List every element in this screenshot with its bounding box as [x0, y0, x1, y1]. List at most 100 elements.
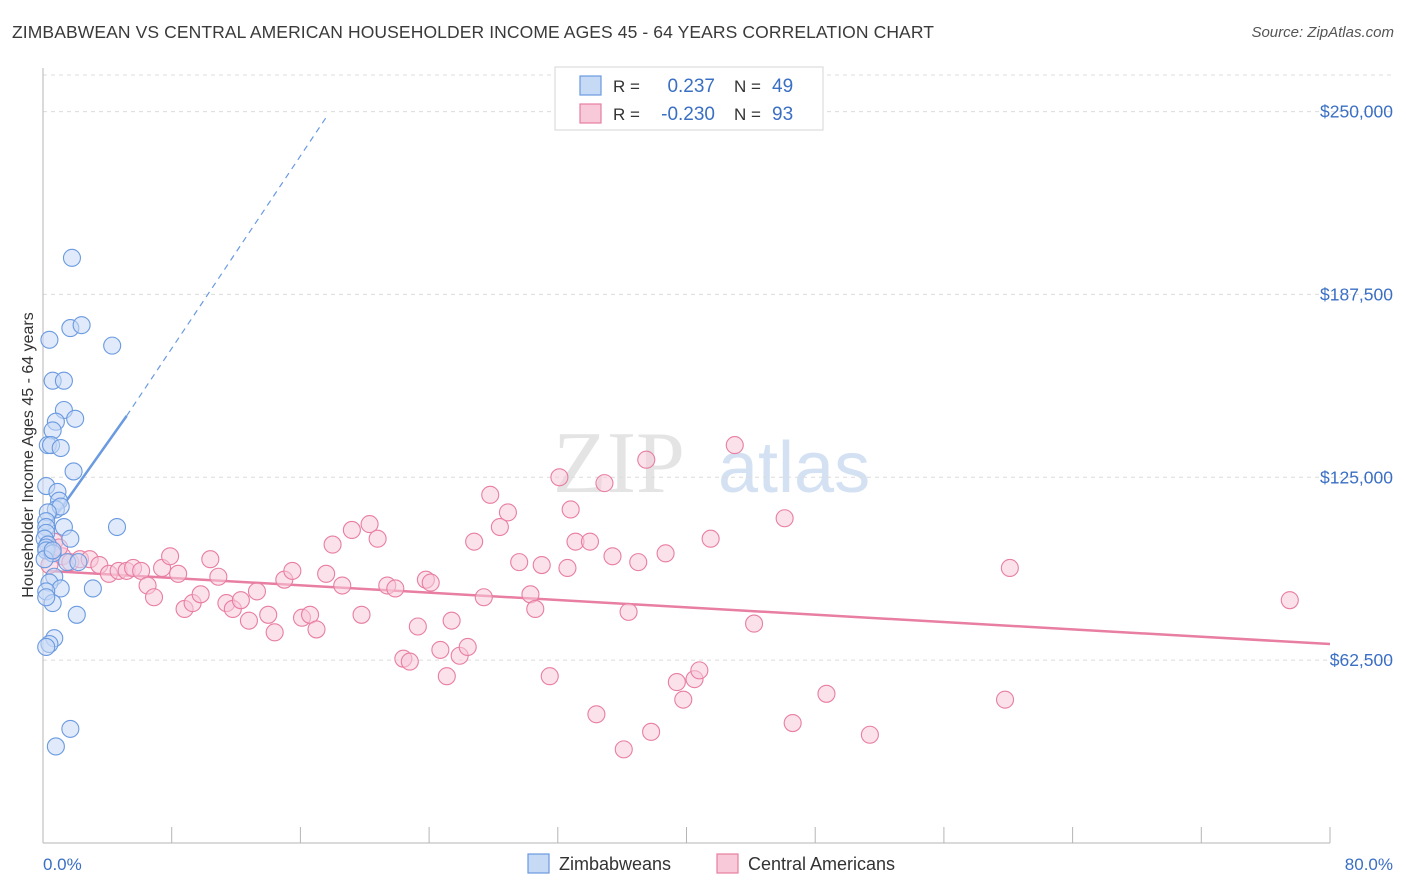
- data-point-central-americans: [239, 611, 258, 630]
- legend-swatch-central-americans: [579, 103, 602, 124]
- data-point-zimbabweans: [62, 248, 82, 267]
- data-point-zimbabweans: [72, 316, 91, 335]
- data-point-central-americans: [474, 588, 493, 607]
- data-point-central-americans: [498, 503, 517, 522]
- data-point-central-americans: [587, 705, 606, 724]
- x-tick-label-min: 0.0%: [43, 855, 82, 874]
- y-tick-label: $187,500: [1320, 284, 1393, 304]
- data-point-zimbabweans: [40, 330, 59, 349]
- data-point-central-americans: [701, 529, 720, 548]
- data-points: [35, 248, 1299, 759]
- data-point-central-americans: [191, 585, 210, 604]
- data-point-zimbabweans: [37, 588, 56, 607]
- data-point-central-americans: [442, 611, 461, 630]
- axes: [42, 68, 1331, 844]
- data-point-central-americans: [561, 500, 580, 519]
- data-point-central-americans: [1000, 558, 1019, 578]
- data-point-central-americans: [690, 661, 709, 680]
- data-point-central-americans: [352, 605, 371, 624]
- chart-source: Source: ZipAtlas.com: [1251, 24, 1394, 41]
- data-point-central-americans: [283, 561, 302, 580]
- data-point-zimbabweans: [43, 541, 62, 560]
- data-point-central-americans: [400, 652, 419, 671]
- data-point-central-americans: [317, 564, 336, 583]
- data-point-central-americans: [481, 485, 500, 504]
- x-tick-label-max: 80.0%: [1345, 855, 1393, 874]
- data-point-central-americans: [783, 713, 802, 733]
- data-point-central-americans: [431, 640, 450, 659]
- data-point-central-americans: [408, 617, 427, 636]
- data-point-central-americans: [637, 450, 656, 469]
- watermark-zip: ZIP: [553, 415, 685, 512]
- data-point-central-americans: [458, 637, 477, 657]
- y-tick-label: $125,000: [1320, 467, 1393, 487]
- data-point-central-americans: [603, 547, 622, 566]
- legend-n-value-central-americans: 93: [772, 104, 793, 125]
- data-point-zimbabweans: [37, 637, 56, 657]
- data-point-central-americans: [667, 673, 686, 692]
- data-point-central-americans: [510, 553, 529, 572]
- series-legend: Zimbabweans Central Americans: [527, 853, 895, 874]
- data-point-central-americans: [259, 605, 278, 624]
- data-point-central-americans: [540, 667, 559, 686]
- data-point-central-americans: [490, 517, 509, 537]
- y-tick-label: $250,000: [1320, 102, 1393, 122]
- data-point-zimbabweans: [69, 553, 88, 572]
- legend-n-value-zimbabweans: 49: [772, 76, 793, 97]
- y-axis-title: Householder Income Ages 45 - 64 years: [20, 312, 37, 598]
- data-point-central-americans: [209, 567, 228, 586]
- data-point-central-americans: [161, 547, 180, 566]
- data-point-central-americans: [725, 436, 744, 455]
- data-point-central-americans: [580, 532, 600, 551]
- data-point-central-americans: [817, 684, 836, 703]
- data-point-zimbabweans: [61, 719, 80, 738]
- data-point-central-americans: [323, 535, 342, 554]
- trend-line-1: [47, 569, 1331, 646]
- data-point-central-americans: [342, 520, 361, 539]
- data-point-zimbabweans: [107, 517, 127, 537]
- data-point-central-americans: [265, 623, 284, 642]
- legend-r-value-central-americans: -0.230: [661, 104, 715, 125]
- data-point-central-americans: [201, 550, 220, 569]
- data-point-central-americans: [437, 667, 456, 686]
- data-point-central-americans: [674, 690, 693, 709]
- data-point-central-americans: [421, 573, 440, 592]
- data-point-central-americans: [144, 588, 164, 607]
- legend-n-label: N =: [734, 77, 761, 96]
- data-point-central-americans: [595, 474, 614, 493]
- data-point-zimbabweans: [61, 529, 80, 548]
- data-point-zimbabweans: [83, 579, 102, 598]
- data-point-zimbabweans: [66, 409, 85, 428]
- legend-r-value-zimbabweans: 0.237: [667, 76, 715, 97]
- trend-line-extension-0: [126, 117, 327, 417]
- trend-lines: [46, 117, 1331, 646]
- data-point-central-americans: [386, 579, 405, 598]
- correlation-legend: R = 0.237 N = 49 R = -0.230 N = 93: [554, 66, 824, 131]
- data-point-central-americans: [532, 556, 551, 575]
- grid-lines: [43, 74, 1393, 661]
- legend-n-label-2: N =: [734, 105, 761, 124]
- bottom-legend-label-zimbabweans: Zimbabweans: [559, 854, 671, 874]
- bottom-legend-swatch-zimbabweans: [527, 853, 550, 874]
- bottom-legend-swatch-central-americans: [716, 853, 739, 874]
- data-point-central-americans: [995, 690, 1015, 709]
- data-point-zimbabweans: [51, 438, 70, 458]
- data-point-central-americans: [745, 614, 764, 633]
- data-point-zimbabweans: [67, 605, 86, 624]
- data-point-central-americans: [360, 515, 379, 534]
- data-point-zimbabweans: [103, 336, 122, 355]
- data-point-central-americans: [860, 725, 879, 744]
- watermark-atlas: atlas: [718, 428, 870, 508]
- data-point-central-americans: [550, 468, 569, 487]
- legend-r-label-2: R =: [613, 105, 640, 124]
- data-point-central-americans: [231, 591, 250, 610]
- data-point-zimbabweans: [54, 371, 73, 390]
- data-point-central-americans: [333, 576, 352, 595]
- data-point-central-americans: [526, 599, 545, 618]
- data-point-central-americans: [629, 553, 648, 572]
- data-point-central-americans: [558, 558, 577, 578]
- data-point-central-americans: [169, 564, 188, 583]
- data-point-central-americans: [307, 620, 326, 639]
- bottom-legend-label-central-americans: Central Americans: [748, 854, 895, 874]
- data-point-central-americans: [775, 509, 794, 528]
